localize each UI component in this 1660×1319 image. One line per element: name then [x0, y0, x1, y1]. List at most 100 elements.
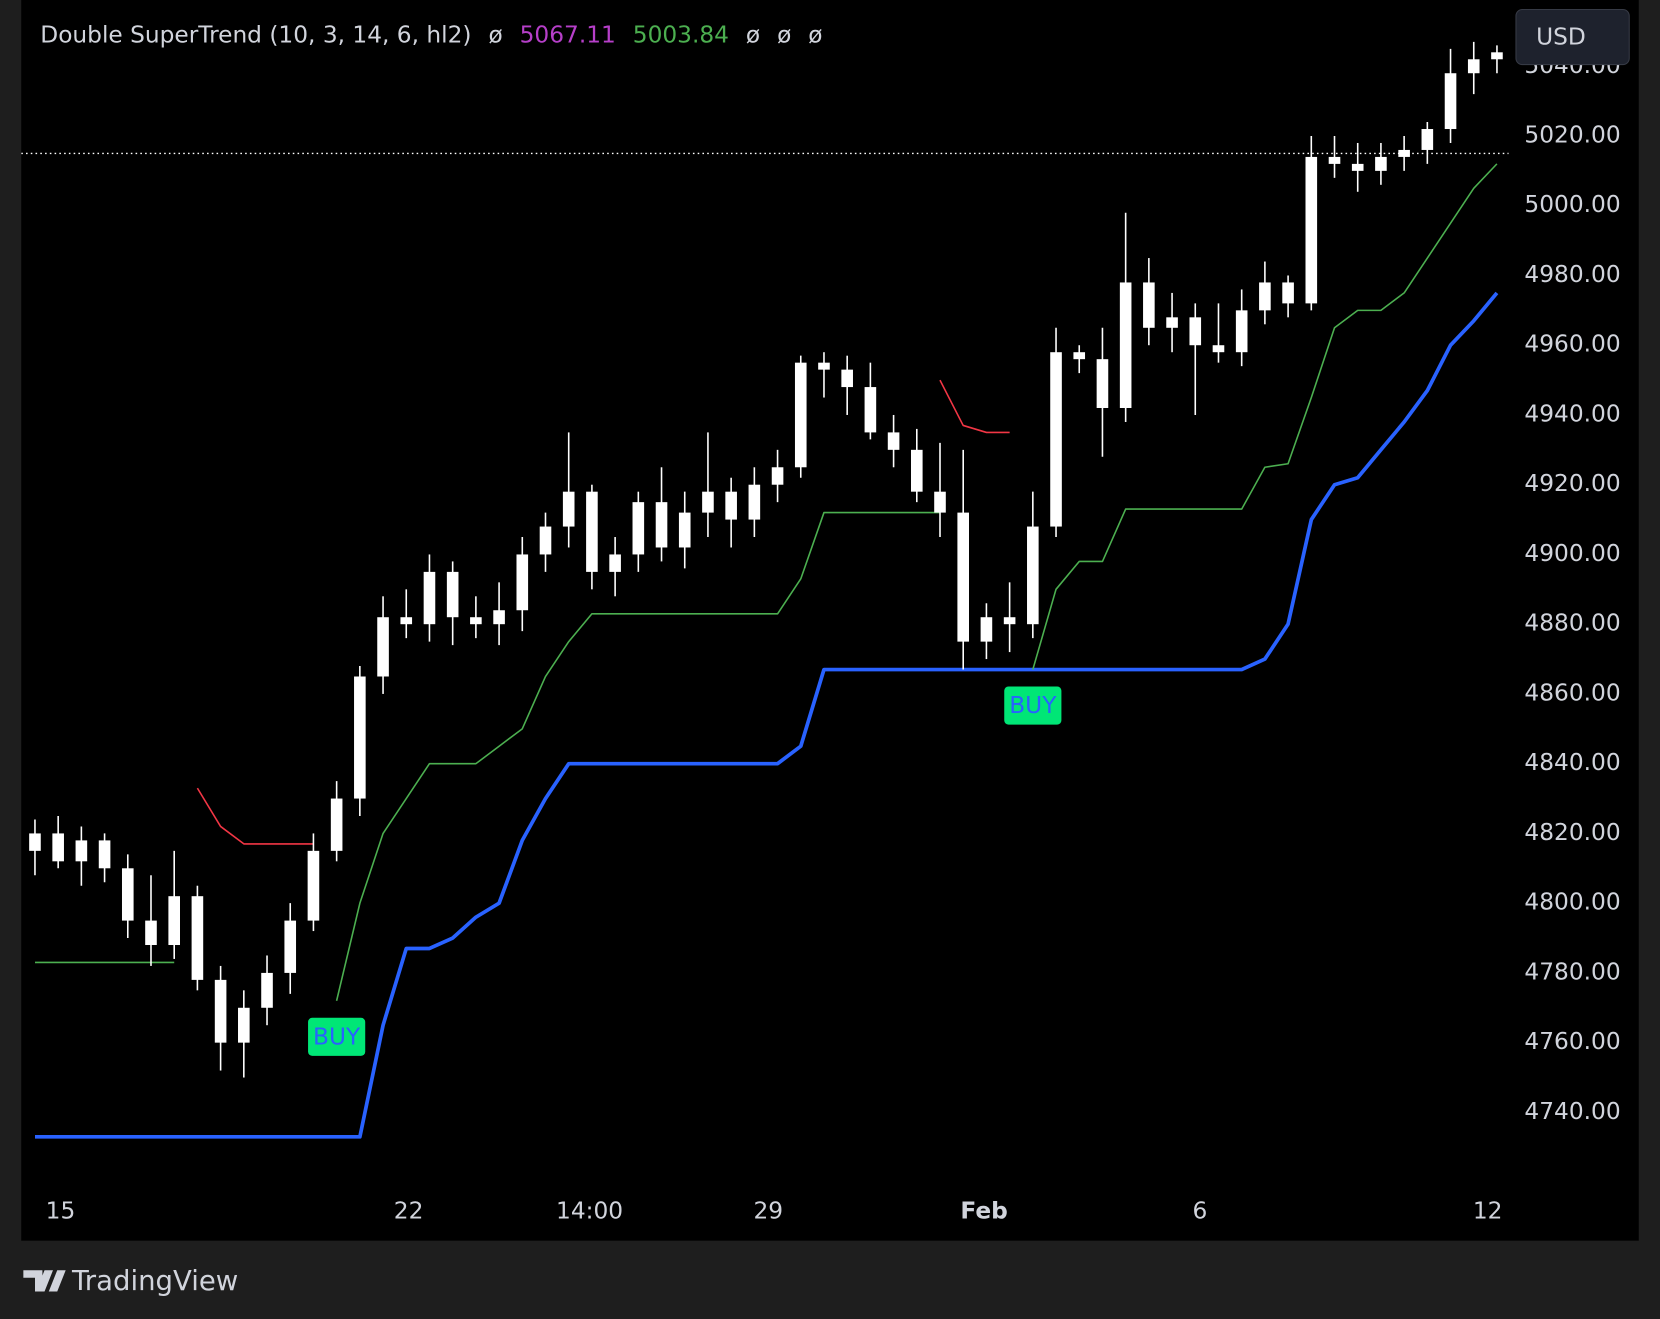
candle-body [818, 362, 830, 370]
candle-body [1189, 317, 1202, 346]
candle-body [75, 840, 88, 862]
currency-button[interactable]: USD [1515, 8, 1630, 66]
candle-body [423, 571, 436, 625]
y-tick-label: 4960.00 [1524, 331, 1620, 358]
candle-body [29, 833, 41, 851]
candle-body [586, 491, 598, 572]
candle-body [910, 449, 923, 492]
signal-label: BUY [1009, 692, 1057, 719]
supertrend-line [1032, 163, 1498, 670]
y-tick-label: 4900.00 [1524, 540, 1620, 567]
candle-body [655, 502, 668, 548]
candle-body [841, 369, 853, 388]
x-tick-label: 12 [1473, 1198, 1503, 1225]
candle-body [864, 387, 877, 433]
candle-body [980, 617, 993, 642]
candle-body [1073, 352, 1086, 360]
candle-body [957, 512, 970, 642]
candle-body [887, 432, 900, 450]
currency-button-bg[interactable] [1515, 8, 1630, 66]
candle-body [1259, 282, 1271, 311]
y-tick-label: 4740.00 [1524, 1098, 1620, 1125]
brand-logo [23, 1270, 66, 1292]
currency-label[interactable]: USD [1536, 24, 1586, 51]
brand-name: TradingView [71, 1265, 238, 1297]
candle-body [748, 484, 761, 520]
candle-body [1003, 617, 1016, 625]
x-tick-label: 14:00 [556, 1198, 623, 1225]
y-tick-label: 4820.00 [1524, 819, 1620, 846]
candle-body [539, 526, 552, 555]
candle-body [725, 491, 737, 520]
y-tick-label: 4860.00 [1524, 679, 1620, 706]
candle-body [609, 554, 621, 572]
candle-body [1212, 345, 1225, 353]
candle-body [493, 610, 505, 625]
candle-body [1421, 129, 1434, 150]
candle-body [214, 979, 227, 1043]
supertrend-line [196, 787, 314, 845]
candle-body [1119, 282, 1132, 408]
y-tick-label: 4780.00 [1524, 958, 1620, 985]
brand: TradingView [23, 1265, 238, 1297]
x-tick-label: 15 [46, 1198, 76, 1225]
candle-body [1375, 156, 1387, 171]
candle-body [377, 617, 389, 677]
candle-body [1235, 310, 1248, 353]
x-tick-label: Feb [960, 1198, 1007, 1225]
supertrend-line [335, 511, 940, 1001]
indicator-title: Double SuperTrend (10, 3, 14, 6, hl2) [40, 21, 471, 48]
candle-body [1282, 282, 1294, 304]
candle-body [330, 798, 343, 851]
legend-value: 5067.11 [520, 21, 616, 48]
candle-body [702, 491, 714, 513]
candle-body [354, 676, 366, 799]
candle-body [168, 896, 180, 946]
signal-box [308, 1017, 366, 1056]
legend-value: ø [777, 21, 791, 48]
y-tick-label: 5000.00 [1524, 191, 1620, 218]
x-tick-label: 22 [394, 1198, 424, 1225]
y-tick-label: 4920.00 [1524, 470, 1620, 497]
candle-body [191, 896, 204, 980]
candle-body [145, 920, 157, 946]
candle-body [261, 972, 273, 1008]
x-tick-label: 6 [1193, 1198, 1208, 1225]
candle-body [400, 617, 413, 625]
candle-body [632, 502, 645, 555]
candle-body [1096, 359, 1109, 408]
legend-value: ø [746, 21, 760, 48]
signal-box [1004, 686, 1062, 725]
candle-body [446, 571, 459, 618]
y-tick-label: 4980.00 [1524, 261, 1620, 288]
candle-body [1050, 352, 1062, 527]
legend-value: ø [808, 21, 822, 48]
supertrend-line [35, 291, 1499, 1139]
candle-body [516, 554, 529, 611]
candle-body [771, 467, 784, 485]
candle-body [121, 868, 134, 921]
candle-body [470, 617, 482, 625]
plot-area: BUY BUY [21, 41, 1509, 1139]
chart-panel [21, 0, 1639, 1241]
x-tick-label: 29 [753, 1198, 783, 1225]
candle-body [1305, 156, 1318, 304]
signal-label: BUY [313, 1023, 361, 1050]
candle-body [1491, 52, 1503, 60]
y-tick-label: 4840.00 [1524, 749, 1620, 776]
y-tick-label: 4760.00 [1524, 1028, 1620, 1055]
legend-value: 5003.84 [633, 21, 729, 48]
candle-body [284, 920, 297, 973]
y-tick-label: 4800.00 [1524, 889, 1620, 916]
y-tick-label: 4940.00 [1524, 400, 1620, 427]
candle-body [1467, 59, 1480, 74]
candle-body [307, 850, 320, 921]
legend-value: ø [488, 21, 502, 48]
candle-body [562, 491, 575, 527]
candle-body [238, 1007, 250, 1043]
candle-body [98, 840, 111, 869]
candle-body [1166, 317, 1178, 328]
